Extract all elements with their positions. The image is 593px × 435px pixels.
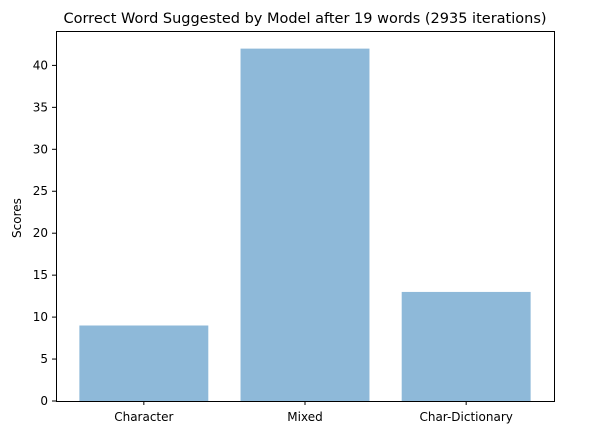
- x-tick-label: Character: [114, 410, 173, 424]
- y-tick-label: 35: [33, 100, 48, 114]
- bars-group: [79, 48, 531, 401]
- y-tick-label: 0: [40, 394, 48, 408]
- y-tick-label: 10: [33, 310, 48, 324]
- y-tick-label: 40: [33, 58, 48, 72]
- x-axis-ticks: Character Mixed Char-Dictionary: [114, 401, 513, 424]
- x-tick-label: Mixed: [287, 410, 322, 424]
- plot-frame: [56, 31, 555, 402]
- bar-character: [79, 325, 209, 401]
- chart-title: Correct Word Suggested by Model after 19…: [63, 11, 546, 27]
- y-axis-ticks: 0 5 10 15 20 25 30 35 40: [33, 58, 56, 408]
- bar-mixed: [240, 48, 370, 401]
- y-tick-label: 20: [33, 226, 48, 240]
- y-axis-label: Scores: [10, 198, 24, 238]
- y-tick-label: 15: [33, 268, 48, 282]
- y-tick-label: 25: [33, 184, 48, 198]
- y-tick-label: 30: [33, 142, 48, 156]
- x-tick-label: Char-Dictionary: [419, 410, 512, 424]
- bar-char-dictionary: [401, 291, 531, 401]
- y-tick-label: 5: [40, 352, 48, 366]
